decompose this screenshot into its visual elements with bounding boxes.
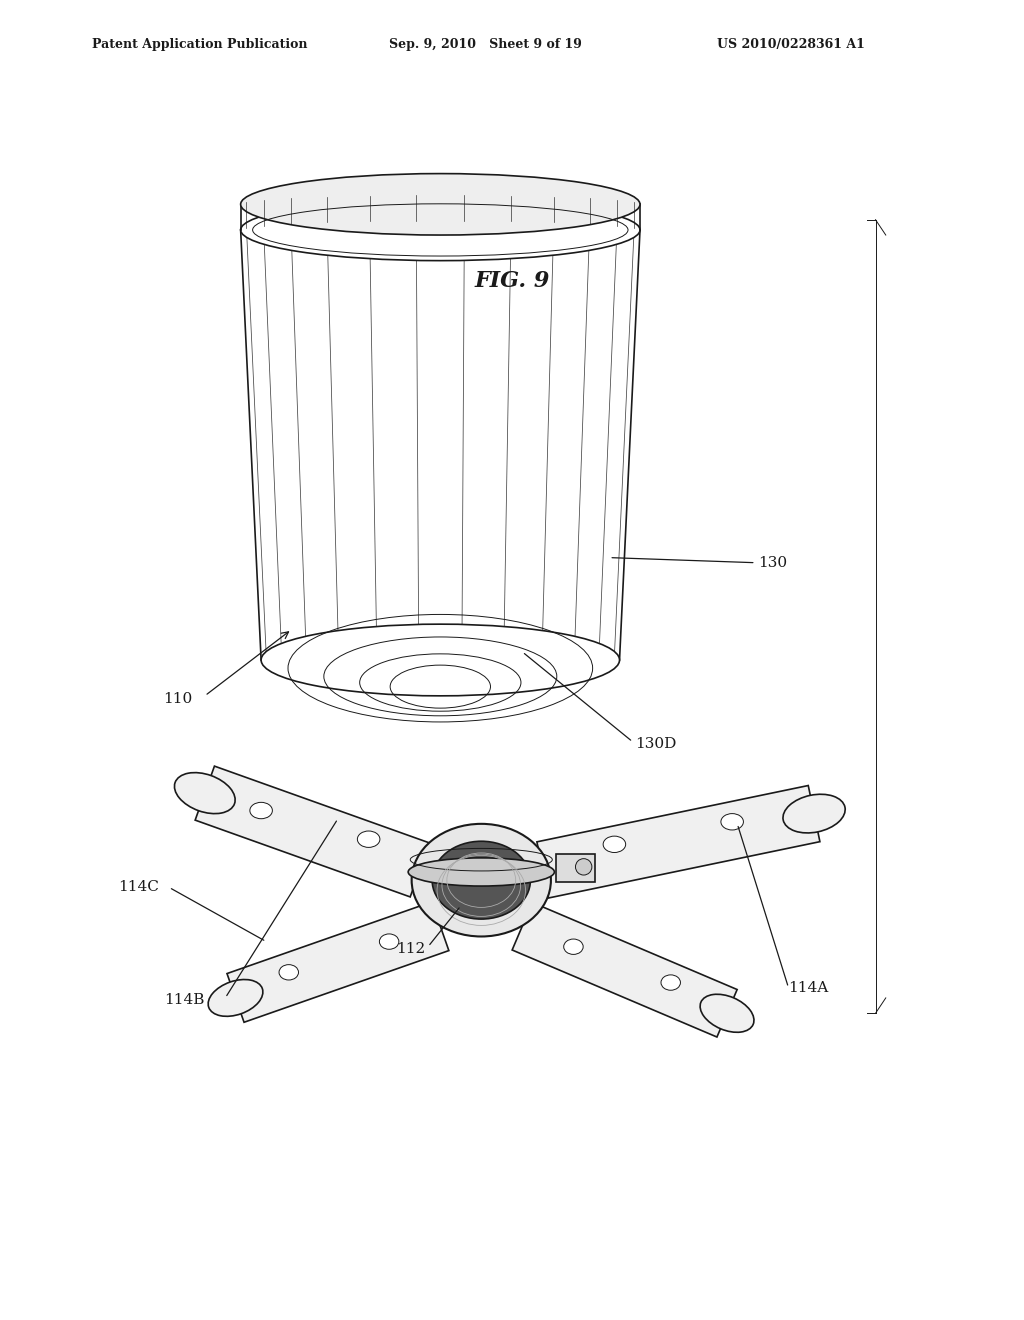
Text: 130D: 130D: [635, 737, 676, 751]
Ellipse shape: [261, 624, 620, 696]
Text: 114C: 114C: [118, 880, 159, 895]
Ellipse shape: [603, 836, 626, 853]
Ellipse shape: [563, 939, 583, 954]
Polygon shape: [512, 903, 737, 1038]
Ellipse shape: [174, 772, 236, 813]
Ellipse shape: [783, 795, 845, 833]
Text: US 2010/0228361 A1: US 2010/0228361 A1: [717, 37, 864, 50]
Ellipse shape: [409, 858, 554, 886]
Ellipse shape: [241, 174, 640, 235]
Text: 114A: 114A: [788, 981, 828, 995]
Text: 130: 130: [758, 556, 786, 570]
Circle shape: [575, 858, 592, 875]
Text: 110: 110: [163, 692, 193, 706]
Text: Patent Application Publication: Patent Application Publication: [92, 37, 307, 50]
Text: 112: 112: [395, 941, 425, 956]
Text: Sep. 9, 2010   Sheet 9 of 19: Sep. 9, 2010 Sheet 9 of 19: [389, 37, 582, 50]
Ellipse shape: [412, 824, 551, 936]
Polygon shape: [196, 766, 429, 896]
Text: 114B: 114B: [165, 993, 205, 1007]
Polygon shape: [227, 902, 449, 1022]
Ellipse shape: [357, 832, 380, 847]
Ellipse shape: [250, 803, 272, 818]
Ellipse shape: [721, 813, 743, 830]
Ellipse shape: [700, 994, 754, 1032]
Ellipse shape: [241, 199, 640, 260]
Ellipse shape: [432, 841, 530, 919]
Ellipse shape: [208, 979, 263, 1016]
Ellipse shape: [279, 965, 299, 979]
Ellipse shape: [379, 935, 399, 949]
Text: FIG. 9: FIG. 9: [474, 271, 550, 292]
FancyBboxPatch shape: [556, 854, 595, 882]
Ellipse shape: [662, 975, 680, 990]
Polygon shape: [537, 785, 820, 898]
